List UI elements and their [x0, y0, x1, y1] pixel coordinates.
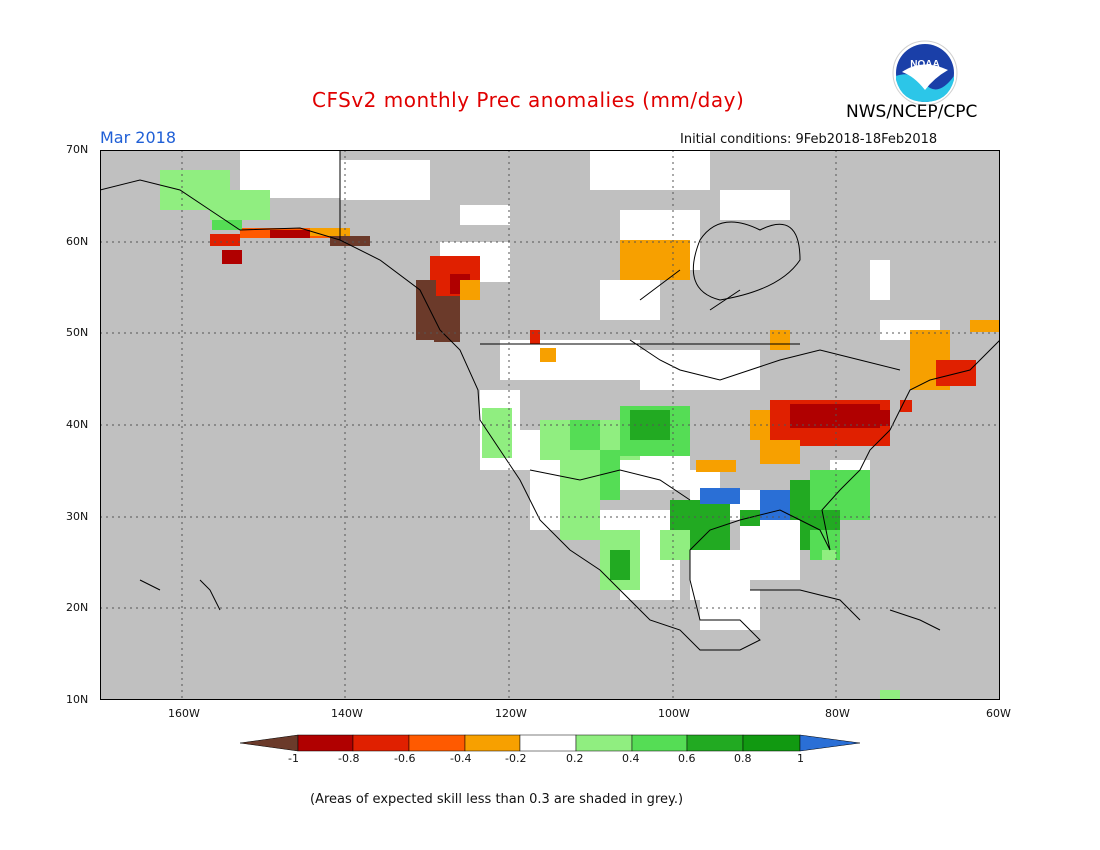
lat-label-30n: 30N [66, 510, 89, 523]
lon-label-160w: 160W [168, 707, 200, 720]
lat-label-70n: 70N [66, 143, 89, 156]
legend-label: -0.6 [394, 752, 416, 765]
skill-footnote: (Areas of expected skill less than 0.3 a… [310, 792, 684, 807]
lat-label-20n: 20N [66, 601, 89, 614]
valid-month: Mar 2018 [100, 128, 176, 147]
noaa-logo-text: NOAA [910, 59, 939, 70]
wet-anomalies [160, 170, 900, 700]
lon-label-120w: 120W [495, 707, 527, 720]
lon-label-100w: 100W [658, 707, 690, 720]
legend-label: -0.8 [338, 752, 360, 765]
chart-title: CFSv2 monthly Prec anomalies (mm/day) [312, 88, 745, 112]
legend-label: 0.6 [678, 752, 696, 765]
color-bar [239, 734, 862, 752]
color-bar-max-arrow [799, 734, 861, 752]
legend-label: -1 [288, 752, 299, 765]
lat-label-40n: 40N [66, 418, 89, 431]
legend-label: -0.4 [450, 752, 472, 765]
lat-label-10n: 10N [66, 693, 89, 706]
lat-lon-grid [100, 150, 1000, 700]
legend-label: -0.2 [505, 752, 527, 765]
legend-label: 0.8 [734, 752, 752, 765]
legend-label: 0.4 [622, 752, 640, 765]
precip-anomaly-map [99, 150, 1001, 700]
legend-label: 1 [797, 752, 804, 765]
lat-label-50n: 50N [66, 326, 89, 339]
map-frame [100, 150, 1000, 700]
legend-label: 0.2 [566, 752, 584, 765]
dry-anomalies [210, 228, 1000, 472]
noaa-logo: NOAA [892, 40, 958, 106]
initial-conditions: Initial conditions: 9Feb2018-18Feb2018 [680, 132, 938, 147]
agency-label: NWS/NCEP/CPC [846, 102, 978, 122]
lon-label-60w: 60W [986, 707, 1011, 720]
lon-label-80w: 80W [825, 707, 850, 720]
color-bar-min-arrow [239, 734, 299, 752]
lon-label-140w: 140W [331, 707, 363, 720]
lat-label-60n: 60N [66, 235, 89, 248]
coastlines [99, 150, 1001, 651]
